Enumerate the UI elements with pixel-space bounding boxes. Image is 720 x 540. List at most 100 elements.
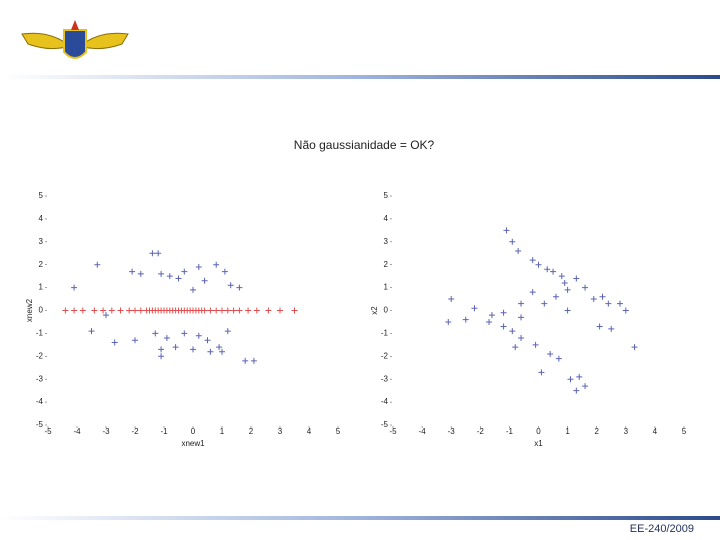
point <box>158 270 165 277</box>
y-tick-label: 3 <box>384 237 389 246</box>
point <box>552 293 559 300</box>
x-tick-label: -4 <box>419 427 427 436</box>
x-tick-label: 0 <box>536 427 541 436</box>
point <box>117 307 124 314</box>
point <box>608 325 615 332</box>
x-tick-label: -2 <box>477 427 485 436</box>
point <box>590 296 597 303</box>
point <box>195 332 202 339</box>
x-axis-label: xnew1 <box>181 439 205 448</box>
point <box>509 238 516 245</box>
x-tick-label: 0 <box>191 427 196 436</box>
point <box>242 357 249 364</box>
y-tick-label: 1 <box>384 283 389 292</box>
x-tick-label: 3 <box>624 427 629 436</box>
point <box>518 300 525 307</box>
point <box>500 309 507 316</box>
y-tick-label: -2 <box>381 351 389 360</box>
logo <box>21 20 129 59</box>
x-tick-label: -4 <box>73 427 81 436</box>
point <box>91 307 98 314</box>
point <box>462 316 469 323</box>
point <box>535 261 542 268</box>
point <box>111 339 118 346</box>
y-tick-label: -5 <box>381 420 389 429</box>
point <box>555 355 562 362</box>
point <box>564 307 571 314</box>
x-tick-label: 5 <box>336 427 341 436</box>
y-tick-label: -4 <box>36 397 44 406</box>
point <box>573 387 580 394</box>
point <box>250 357 257 364</box>
point <box>564 286 571 293</box>
point <box>227 282 234 289</box>
y-tick-label: 5 <box>384 191 389 200</box>
point <box>224 328 231 335</box>
point <box>219 348 225 355</box>
point <box>236 284 243 291</box>
y-axis-label: x2 <box>370 306 379 315</box>
point <box>79 307 86 314</box>
x-axis-label: x1 <box>534 439 543 448</box>
point <box>129 268 136 275</box>
point <box>512 344 519 351</box>
x-tick-label: 1 <box>565 427 570 436</box>
point <box>253 307 260 314</box>
point <box>518 314 525 321</box>
point <box>576 373 583 380</box>
x-tick-label: -5 <box>389 427 397 436</box>
point <box>550 268 557 275</box>
point <box>137 270 144 277</box>
point <box>582 383 589 390</box>
point <box>448 296 455 303</box>
y-tick-label: 0 <box>384 306 389 315</box>
footer-text: EE-240/2009 <box>630 523 694 535</box>
point <box>573 275 580 282</box>
point <box>213 307 220 314</box>
point <box>132 337 138 344</box>
x-tick-label: -5 <box>44 427 52 436</box>
y-tick-label: 2 <box>384 260 389 269</box>
point <box>509 328 516 335</box>
point <box>221 268 228 275</box>
y-tick-label: -3 <box>36 374 44 383</box>
point <box>582 284 589 291</box>
x-tick-label: -3 <box>448 427 456 436</box>
y-tick-label: 0 <box>39 306 44 315</box>
point <box>149 250 156 257</box>
point <box>596 323 603 330</box>
point <box>207 307 214 314</box>
point <box>175 275 182 282</box>
y-tick-label: 1 <box>39 283 44 292</box>
x-tick-label: 4 <box>653 427 658 436</box>
x-tick-label: -1 <box>506 427 514 436</box>
y-tick-label: 5 <box>39 191 44 200</box>
y-tick-label: -3 <box>381 374 389 383</box>
point <box>631 344 638 351</box>
x-tick-label: 4 <box>307 427 312 436</box>
point <box>71 307 78 314</box>
point <box>230 307 237 314</box>
y-tick-label: -2 <box>36 351 44 360</box>
point <box>158 353 165 360</box>
point <box>158 346 165 353</box>
point <box>245 307 252 314</box>
point <box>599 293 606 300</box>
point <box>616 300 623 307</box>
x-tick-label: 3 <box>278 427 283 436</box>
point <box>181 268 188 275</box>
point <box>132 307 138 314</box>
y-tick-label: -1 <box>381 329 389 338</box>
point <box>219 307 225 314</box>
point <box>207 348 214 355</box>
point <box>503 227 510 234</box>
point <box>71 284 78 291</box>
point <box>529 289 536 296</box>
x-tick-label: -2 <box>131 427 139 436</box>
point <box>471 305 478 312</box>
point <box>137 307 144 314</box>
point <box>515 247 522 254</box>
point <box>163 334 170 341</box>
